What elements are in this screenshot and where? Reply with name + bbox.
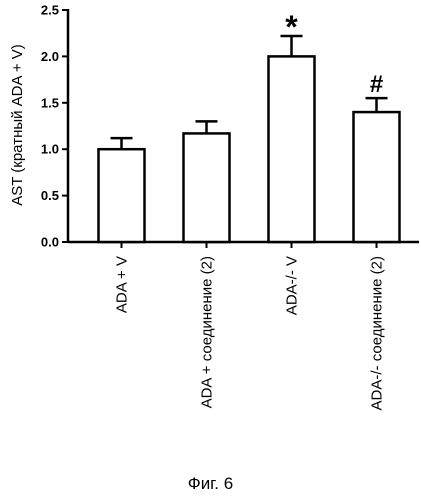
- category-label: ADA-/- V: [284, 256, 301, 315]
- category-label: ADA + соединение (2): [199, 256, 216, 408]
- y-tick-label: 0.0: [41, 235, 59, 250]
- figure-caption: Фиг. 6: [0, 474, 421, 494]
- y-tick-label: 1.5: [41, 95, 59, 110]
- bar-chart: AST (кратный ADA + V) 0.0 0.5 1.0 1.5 2.0 2.5…: [0, 0, 421, 470]
- y-tick-label: 1.0: [41, 142, 59, 157]
- y-tick-label: 2.0: [41, 49, 59, 64]
- category-label: ADA + V: [114, 256, 131, 313]
- significance-asterisk: *: [285, 9, 298, 45]
- bar: [184, 133, 230, 242]
- y-axis-title: AST (кратный ADA + V): [9, 44, 26, 206]
- y-tick-label: 2.5: [41, 3, 59, 18]
- significance-hash: #: [370, 71, 383, 98]
- bar: [354, 112, 400, 242]
- y-tick-label: 0.5: [41, 188, 59, 203]
- bar: [99, 149, 145, 242]
- category-label: ADA-/- соединение (2): [369, 256, 386, 410]
- bar: [269, 56, 315, 242]
